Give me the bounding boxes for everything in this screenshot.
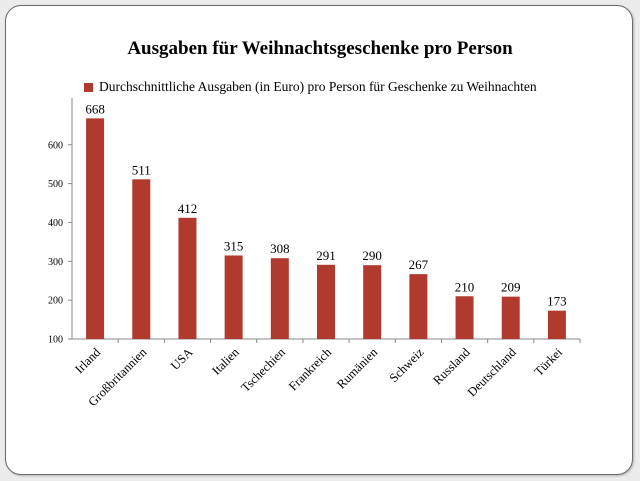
data-label: 210 — [455, 279, 475, 294]
category-label: Rumänien — [334, 345, 381, 392]
bar — [501, 296, 520, 339]
data-label: 308 — [270, 241, 290, 256]
bar — [270, 258, 289, 339]
data-label: 315 — [224, 238, 244, 253]
data-label: 511 — [132, 162, 151, 177]
data-label: 291 — [316, 248, 336, 263]
data-label: 668 — [85, 101, 105, 116]
y-tick-label: 100 — [48, 335, 63, 346]
category-label: Irland — [72, 345, 104, 377]
chart-legend: Durchschnittliche Ausgaben (in Euro) pro… — [84, 79, 537, 95]
bar — [409, 274, 428, 339]
data-label: 209 — [501, 280, 521, 295]
category-label: Türkei — [532, 345, 566, 379]
category-label: Deutschland — [465, 345, 520, 400]
legend-label: Durchschnittliche Ausgaben (in Euro) pro… — [99, 79, 537, 94]
y-tick-label: 200 — [48, 296, 63, 307]
bar — [547, 310, 566, 339]
chart-title: Ausgaben für Weihnachtsgeschenke pro Per… — [127, 38, 513, 59]
y-tick-label: 300 — [48, 257, 63, 268]
category-label: Frankreich — [286, 345, 335, 394]
category-label: Italien — [209, 345, 242, 378]
bar — [363, 265, 382, 339]
category-label: Russland — [430, 345, 473, 388]
data-label: 290 — [362, 248, 382, 263]
data-label: 173 — [547, 294, 567, 309]
slide-card — [5, 5, 633, 475]
bar — [455, 296, 474, 339]
data-label: 267 — [409, 257, 429, 272]
bar — [132, 179, 151, 339]
category-label: Tschechien — [238, 345, 288, 395]
y-tick-label: 500 — [48, 179, 63, 190]
y-tick-label: 400 — [48, 218, 63, 229]
bar — [317, 264, 335, 339]
bar — [86, 118, 105, 339]
bar — [224, 255, 243, 339]
y-tick-label: 600 — [48, 140, 63, 151]
legend-swatch — [84, 82, 93, 92]
category-label: USA — [168, 345, 196, 373]
bar — [178, 217, 197, 339]
category-label: Schweiz — [387, 345, 427, 385]
data-label: 412 — [178, 201, 198, 216]
